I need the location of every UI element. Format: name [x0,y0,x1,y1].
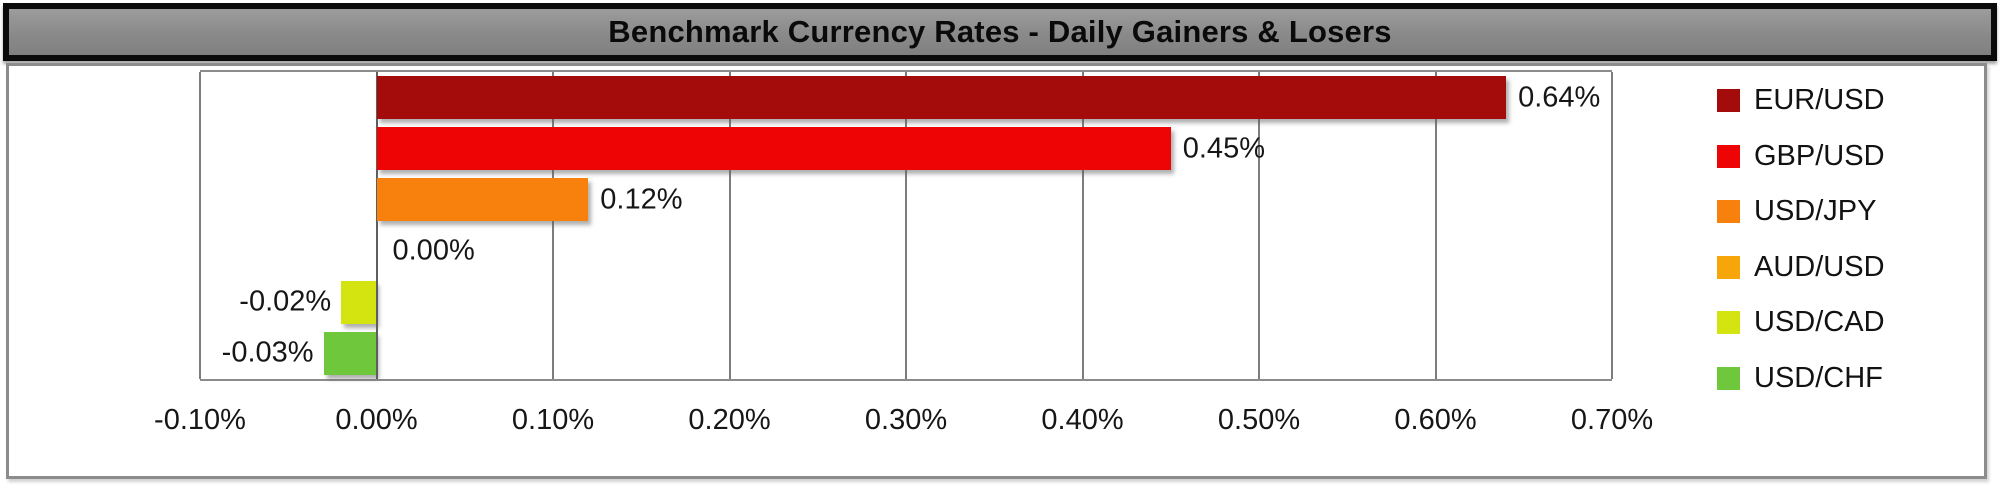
legend-item-gbp-usd: GBP/USD [1717,129,1885,185]
legend-label: EUR/USD [1754,84,1885,117]
legend-label: USD/CAD [1754,306,1885,339]
plot-area: 0.64% 0.45% 0.12% 0.00% -0.02% -0.03% [199,70,1613,381]
bar-label: 0.45% [1182,132,1265,165]
legend-item-usd-chf: USD/CHF [1717,351,1885,407]
legend-item-eur-usd: EUR/USD [1717,73,1885,129]
chart-title-bar: Benchmark Currency Rates - Daily Gainers… [3,3,1997,61]
legend-label: USD/CHF [1754,361,1883,394]
legend-swatch [1717,200,1740,224]
legend-swatch [1717,144,1740,168]
zero-axis-line [375,72,378,379]
x-tick-label: 0.70% [1570,404,1654,436]
gridline [552,72,554,379]
x-tick-label: 0.60% [1394,404,1477,436]
x-axis-tick-labels: -0.10% 0.00% 0.10% 0.20% 0.30% 0.40% 0.50% 0.60… [154,404,1653,444]
legend-label: AUD/USD [1754,250,1885,283]
x-tick-label: -0.10% [154,404,246,436]
bar-label: 0.64% [1518,81,1601,114]
gridline [728,72,731,379]
legend-item-usd-jpy: USD/JPY [1717,184,1885,240]
bar-label: -0.03% [221,336,314,369]
legend-swatch [1717,89,1740,113]
gridline [1611,72,1613,379]
gridline [199,72,201,379]
legend-item-aud-usd: AUD/USD [1717,240,1885,296]
legend-label: GBP/USD [1754,139,1885,172]
bar-label: -0.02% [239,285,332,318]
x-tick-label: 0.30% [864,404,948,436]
x-tick-label: 0.20% [688,404,771,436]
gridline [1258,72,1260,379]
bar-eur-usd [376,76,1507,120]
bar-label: 0.12% [600,183,683,216]
x-tick-label: 0.40% [1041,404,1124,436]
bar-gbp-usd [376,127,1171,171]
x-tick-label: 0.50% [1217,404,1301,436]
x-tick-label: 0.10% [511,404,595,436]
legend-swatch [1717,366,1740,390]
x-tick-label: 0.00% [335,404,418,436]
gridline [1081,72,1084,379]
legend-item-usd-cad: USD/CAD [1717,295,1885,351]
gridline [1434,72,1437,379]
legend-label: USD/JPY [1754,195,1877,228]
bar-label: 0.00% [392,234,475,267]
legend: EUR/USD GBP/USD USD/JPY AUD/USD USD/CAD USD/C… [1717,73,1885,406]
legend-swatch [1717,311,1740,335]
bar-usd-chf [323,331,377,375]
bar-usd-jpy [376,178,589,222]
chart-title: Benchmark Currency Rates - Daily Gainers… [608,14,1392,49]
gridline [905,72,907,379]
bar-usd-cad [341,280,377,324]
legend-swatch [1717,255,1740,279]
